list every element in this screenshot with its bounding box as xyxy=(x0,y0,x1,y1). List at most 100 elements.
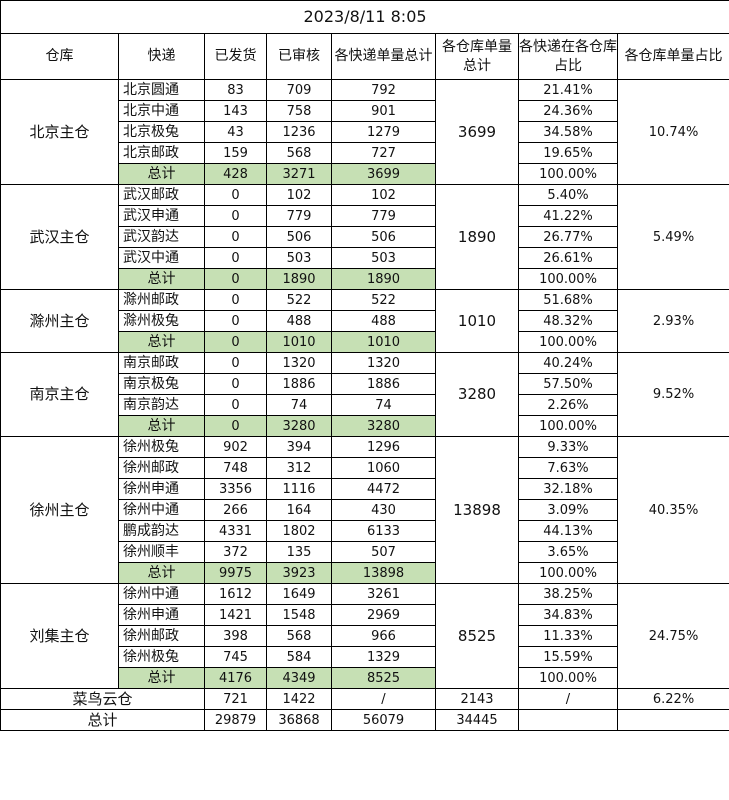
warehouse-share xyxy=(616,709,729,731)
shipped-count: 745 xyxy=(204,646,267,668)
audited-count: 1890 xyxy=(266,268,332,290)
courier-total: 430 xyxy=(331,499,436,521)
header-audited: 已审核 xyxy=(266,33,332,80)
courier-total: 8525 xyxy=(331,667,436,689)
cainiao-row: 菜鸟云仓 721 1422/2143/6.22% xyxy=(0,688,729,710)
courier-name: 武汉邮政 xyxy=(118,184,205,206)
courier-total: 3280 xyxy=(331,415,436,437)
courier-share: 15.59% xyxy=(518,646,618,668)
courier-name: 徐州邮政 xyxy=(118,625,205,647)
shipped-count: 3356 xyxy=(204,478,267,500)
warehouse-total-row: 总计 9975 3923 13898 100.00% xyxy=(1,562,729,584)
shipped-count: 1612 xyxy=(204,583,267,605)
courier-name: 徐州申通 xyxy=(118,604,205,626)
report-title: 2023/8/11 8:05 xyxy=(0,0,729,34)
courier-name: 北京圆通 xyxy=(118,79,205,101)
courier-total: 4472 xyxy=(331,478,436,500)
audited-count: 1010 xyxy=(266,331,332,353)
courier-share: 34.58% xyxy=(518,121,618,143)
courier-name: 武汉韵达 xyxy=(118,226,205,248)
warehouse-total: 34445 xyxy=(435,709,519,731)
audited-count: 1320 xyxy=(266,352,332,374)
warehouse-total: 3280 xyxy=(435,352,519,437)
warehouse-share: 24.75% xyxy=(616,583,729,689)
audited-count: 503 xyxy=(266,247,332,269)
courier-total: 792 xyxy=(331,79,436,101)
warehouse-share: 10.74% xyxy=(616,79,729,185)
shipped-count: 0 xyxy=(204,394,267,416)
courier-name: 南京邮政 xyxy=(118,352,205,374)
warehouse-name: 北京主仓 xyxy=(0,79,119,185)
shipped-count: 0 xyxy=(204,268,267,290)
shipped-count: 29879 xyxy=(204,709,267,731)
table-row: 南京主仓 南京邮政 0 1320 1320 3280 40.24% 9.52% xyxy=(0,352,729,437)
audited-count: 1802 xyxy=(266,520,332,542)
audited-count: 779 xyxy=(266,205,332,227)
courier-total: 779 xyxy=(331,205,436,227)
audited-count: 3280 xyxy=(266,415,332,437)
courier-total: 506 xyxy=(331,226,436,248)
table-row: 北京中通 143 758 901 24.36% xyxy=(1,100,729,122)
warehouse-total-row: 总计 428 3271 3699 100.00% xyxy=(1,163,729,185)
courier-share: 21.41% xyxy=(518,79,618,101)
courier-name: 北京中通 xyxy=(118,100,205,122)
courier-name: 北京极兔 xyxy=(118,121,205,143)
courier-total: 727 xyxy=(331,142,436,164)
header-courier-total: 各快递单量总计 xyxy=(331,33,436,80)
audited-count: 74 xyxy=(266,394,332,416)
courier-share: 57.50% xyxy=(518,373,618,395)
table-row: 武汉中通 0 503 503 26.61% xyxy=(1,247,729,269)
table-row: 徐州申通 1421 1548 2969 34.83% xyxy=(1,604,729,626)
courier-share: 100.00% xyxy=(518,415,618,437)
shipped-count: 902 xyxy=(204,436,267,458)
shipped-count: 0 xyxy=(204,226,267,248)
courier-name: 总计 xyxy=(118,415,205,437)
courier-share: 2.26% xyxy=(518,394,618,416)
courier-total: 1320 xyxy=(331,352,436,374)
courier-total: 2969 xyxy=(331,604,436,626)
shipped-count: 4331 xyxy=(204,520,267,542)
table-row: 徐州邮政 398 568 966 11.33% xyxy=(1,625,729,647)
courier-total: 1886 xyxy=(331,373,436,395)
shipped-count: 0 xyxy=(204,184,267,206)
shipped-count: 0 xyxy=(204,247,267,269)
courier-name: 滁州极兔 xyxy=(118,310,205,332)
courier-name: 徐州邮政 xyxy=(118,457,205,479)
courier-share: 3.65% xyxy=(518,541,618,563)
courier-share: 38.25% xyxy=(518,583,618,605)
courier-name: 总计 xyxy=(118,163,205,185)
courier-name: 徐州申通 xyxy=(118,478,205,500)
warehouse-total-row: 总计 0 1010 1010 100.00% xyxy=(1,331,729,353)
courier-total: 507 xyxy=(331,541,436,563)
courier-name: 徐州中通 xyxy=(118,499,205,521)
table-row: 刘集主仓 徐州中通 1612 1649 3261 8525 38.25% 24.75% xyxy=(0,583,729,689)
table-row: 徐州极兔 745 584 1329 15.59% xyxy=(1,646,729,668)
shipped-count: 721 xyxy=(204,688,267,710)
shipped-count: 428 xyxy=(204,163,267,185)
courier-name: 徐州中通 xyxy=(118,583,205,605)
courier-name: 武汉申通 xyxy=(118,205,205,227)
shipped-count: 0 xyxy=(204,415,267,437)
courier-total: 1060 xyxy=(331,457,436,479)
audited-count: 1236 xyxy=(266,121,332,143)
shipped-count: 372 xyxy=(204,541,267,563)
audited-count: 568 xyxy=(266,625,332,647)
courier-share: 34.83% xyxy=(518,604,618,626)
warehouse-share: 40.35% xyxy=(616,436,729,584)
table-row: 武汉韵达 0 506 506 26.77% xyxy=(1,226,729,248)
table-row: 武汉主仓 武汉邮政 0 102 102 1890 5.40% 5.49% xyxy=(0,184,729,290)
audited-count: 1422 xyxy=(266,688,332,710)
courier-share: 41.22% xyxy=(518,205,618,227)
warehouse-total: 8525 xyxy=(435,583,519,689)
courier-name: 总计 xyxy=(118,562,205,584)
audited-count: 102 xyxy=(266,184,332,206)
courier-share: 24.36% xyxy=(518,100,618,122)
audited-count: 709 xyxy=(266,79,332,101)
warehouse-total: 1010 xyxy=(435,289,519,353)
audited-count: 1649 xyxy=(266,583,332,605)
warehouse-name: 滁州主仓 xyxy=(0,289,119,353)
warehouse-total: 3699 xyxy=(435,79,519,185)
courier-name: 武汉中通 xyxy=(118,247,205,269)
header-courier: 快递 xyxy=(118,33,205,80)
shipped-count: 43 xyxy=(204,121,267,143)
